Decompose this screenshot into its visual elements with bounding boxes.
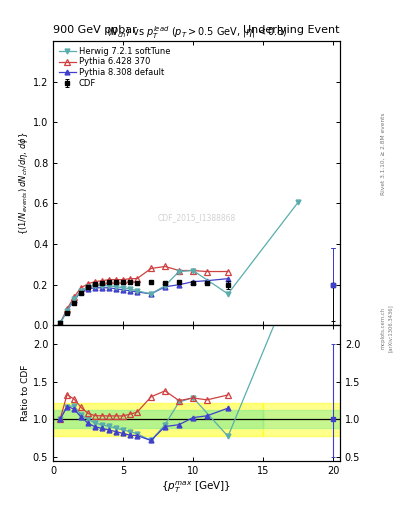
Pythia 6.428 370 (65, 306, 70, 312)
Pythia 6.428 370 (226, 268, 230, 274)
Pythia 8.308 default (163, 284, 167, 290)
Pythia 6.428 370 (135, 275, 140, 282)
Pythia 8.308 default (135, 289, 140, 295)
Line: Pythia 8.308 default: Pythia 8.308 default (58, 276, 230, 326)
Text: Underlying Event: Underlying Event (243, 25, 340, 35)
Pythia 8.308 default (176, 282, 181, 288)
Bar (53, 411, 263, 429)
Bar (263, 403, 340, 436)
Pythia 6.428 370 (72, 294, 76, 300)
Herwig 7.2.1 softTune (72, 296, 76, 302)
Y-axis label: $\{(1/N_{events})\; dN_{ch}/d\eta,\, d\phi\}$: $\{(1/N_{events})\; dN_{ch}/d\eta,\, d\p… (17, 132, 30, 235)
Herwig 7.2.1 softTune (128, 286, 132, 292)
Pythia 8.308 default (79, 289, 83, 295)
Herwig 7.2.1 softTune (114, 284, 118, 290)
Herwig 7.2.1 softTune (107, 283, 111, 289)
Pythia 6.428 370 (128, 275, 132, 282)
Pythia 8.308 default (72, 297, 76, 303)
Pythia 8.308 default (121, 287, 125, 293)
Pythia 8.308 default (107, 285, 111, 291)
Herwig 7.2.1 softTune (100, 283, 105, 289)
Herwig 7.2.1 softTune (226, 291, 230, 297)
Line: Herwig 7.2.1 softTune: Herwig 7.2.1 softTune (58, 200, 300, 326)
Herwig 7.2.1 softTune (176, 268, 181, 274)
Text: Rivet 3.1.10, ≥ 2.8M events: Rivet 3.1.10, ≥ 2.8M events (381, 112, 386, 195)
Herwig 7.2.1 softTune (296, 199, 300, 205)
Pythia 6.428 370 (114, 276, 118, 283)
Herwig 7.2.1 softTune (86, 284, 90, 290)
Text: mcplots.cern.ch: mcplots.cern.ch (381, 307, 386, 349)
Herwig 7.2.1 softTune (163, 283, 167, 289)
Bar (53, 403, 263, 436)
Pythia 6.428 370 (205, 268, 209, 274)
Pythia 8.308 default (191, 279, 195, 285)
Pythia 8.308 default (149, 291, 153, 297)
Pythia 8.308 default (226, 275, 230, 282)
Herwig 7.2.1 softTune (121, 285, 125, 291)
Pythia 8.308 default (128, 288, 132, 294)
Herwig 7.2.1 softTune (135, 288, 140, 294)
Pythia 6.428 370 (79, 285, 83, 291)
Herwig 7.2.1 softTune (79, 288, 83, 294)
Text: CDF_2015_I1388868: CDF_2015_I1388868 (157, 213, 236, 222)
Herwig 7.2.1 softTune (191, 267, 195, 273)
Pythia 8.308 default (58, 321, 62, 327)
X-axis label: $\{p_T^{max}$ [GeV]$\}$: $\{p_T^{max}$ [GeV]$\}$ (162, 480, 231, 495)
Herwig 7.2.1 softTune (93, 283, 97, 289)
Pythia 6.428 370 (149, 265, 153, 271)
Pythia 6.428 370 (176, 267, 181, 273)
Legend: Herwig 7.2.1 softTune, Pythia 6.428 370, Pythia 8.308 default, CDF: Herwig 7.2.1 softTune, Pythia 6.428 370,… (57, 45, 172, 90)
Pythia 8.308 default (93, 285, 97, 291)
Pythia 6.428 370 (107, 276, 111, 283)
Pythia 6.428 370 (163, 263, 167, 269)
Pythia 6.428 370 (191, 267, 195, 273)
Line: Pythia 6.428 370: Pythia 6.428 370 (57, 264, 231, 326)
Y-axis label: Ratio to CDF: Ratio to CDF (21, 365, 30, 421)
Pythia 6.428 370 (58, 321, 62, 327)
Text: [arXiv:1306.3436]: [arXiv:1306.3436] (387, 304, 392, 352)
Pythia 8.308 default (114, 286, 118, 292)
Bar (263, 411, 340, 429)
Pythia 8.308 default (86, 286, 90, 292)
Herwig 7.2.1 softTune (58, 321, 62, 327)
Pythia 6.428 370 (100, 278, 105, 284)
Pythia 6.428 370 (86, 281, 90, 287)
Herwig 7.2.1 softTune (149, 291, 153, 297)
Pythia 6.428 370 (121, 276, 125, 283)
Title: $\langle N_{ch}\rangle$ vs $p_T^{lead}$ ($p_T > 0.5$ GeV, $|\eta| < 0.8$): $\langle N_{ch}\rangle$ vs $p_T^{lead}$ … (106, 24, 287, 41)
Pythia 8.308 default (100, 285, 105, 291)
Pythia 8.308 default (205, 278, 209, 284)
Pythia 6.428 370 (93, 279, 97, 285)
Herwig 7.2.1 softTune (65, 308, 70, 314)
Pythia 8.308 default (65, 308, 70, 314)
Text: 900 GeV ppbar: 900 GeV ppbar (53, 25, 137, 35)
